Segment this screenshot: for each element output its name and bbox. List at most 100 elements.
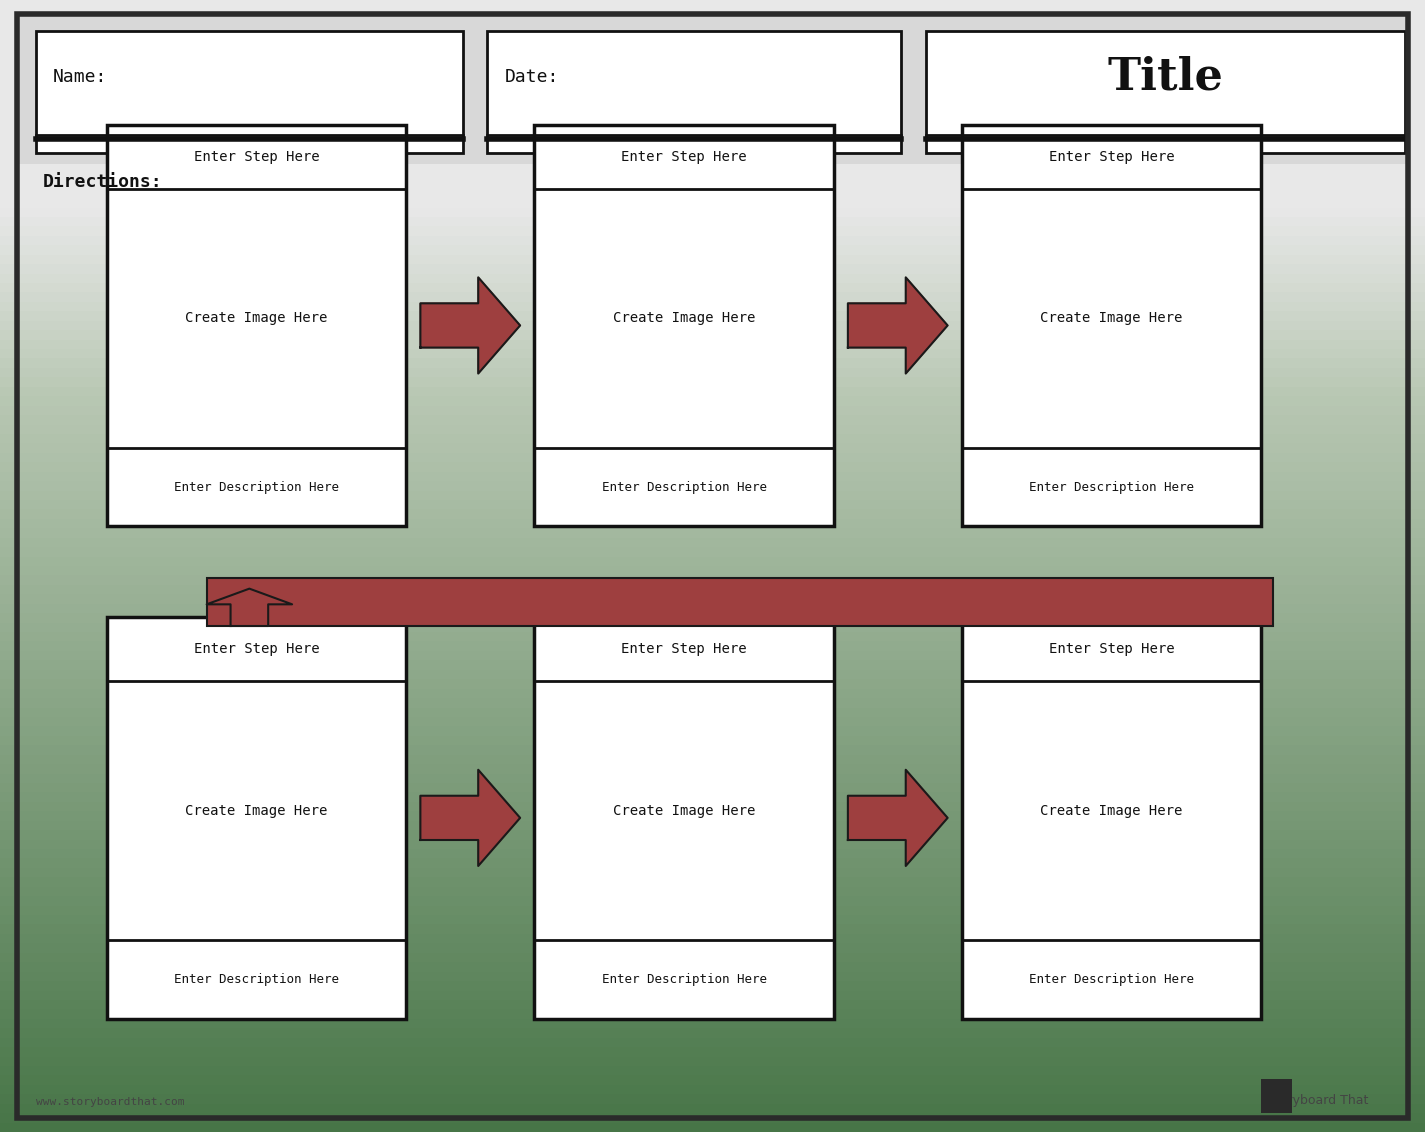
FancyBboxPatch shape: [0, 19, 1425, 28]
Text: Enter Description Here: Enter Description Here: [1029, 481, 1194, 494]
FancyBboxPatch shape: [0, 812, 1425, 821]
Text: Date:: Date:: [504, 68, 559, 86]
FancyBboxPatch shape: [0, 179, 1425, 189]
Text: Create Image Here: Create Image Here: [613, 311, 755, 325]
Text: Create Image Here: Create Image Here: [185, 804, 328, 817]
FancyBboxPatch shape: [0, 377, 1425, 387]
FancyBboxPatch shape: [36, 31, 463, 153]
FancyBboxPatch shape: [0, 906, 1425, 915]
FancyBboxPatch shape: [0, 897, 1425, 906]
Text: www.storyboardthat.com: www.storyboardthat.com: [36, 1097, 184, 1107]
FancyBboxPatch shape: [0, 283, 1425, 292]
FancyBboxPatch shape: [0, 255, 1425, 264]
FancyBboxPatch shape: [0, 877, 1425, 886]
FancyBboxPatch shape: [0, 943, 1425, 953]
FancyBboxPatch shape: [0, 57, 1425, 66]
Text: Create Image Here: Create Image Here: [1040, 804, 1183, 817]
FancyBboxPatch shape: [0, 331, 1425, 340]
FancyBboxPatch shape: [0, 85, 1425, 94]
FancyBboxPatch shape: [534, 125, 834, 526]
FancyBboxPatch shape: [0, 170, 1425, 179]
FancyBboxPatch shape: [0, 349, 1425, 359]
FancyBboxPatch shape: [0, 37, 1425, 48]
Text: Enter Step Here: Enter Step Here: [621, 642, 747, 657]
FancyBboxPatch shape: [0, 538, 1425, 547]
FancyBboxPatch shape: [0, 462, 1425, 472]
FancyBboxPatch shape: [0, 292, 1425, 302]
FancyBboxPatch shape: [0, 500, 1425, 509]
FancyBboxPatch shape: [0, 623, 1425, 632]
FancyBboxPatch shape: [0, 48, 1425, 57]
Text: Enter Description Here: Enter Description Here: [174, 974, 339, 986]
FancyBboxPatch shape: [0, 368, 1425, 377]
FancyBboxPatch shape: [0, 405, 1425, 415]
FancyBboxPatch shape: [17, 14, 1408, 164]
FancyBboxPatch shape: [0, 217, 1425, 226]
FancyBboxPatch shape: [0, 792, 1425, 801]
FancyBboxPatch shape: [0, 566, 1425, 575]
FancyBboxPatch shape: [0, 745, 1425, 755]
Text: Enter Description Here: Enter Description Here: [601, 974, 767, 986]
FancyBboxPatch shape: [0, 122, 1425, 132]
FancyBboxPatch shape: [0, 849, 1425, 858]
FancyBboxPatch shape: [0, 1066, 1425, 1075]
FancyBboxPatch shape: [0, 151, 1425, 161]
FancyBboxPatch shape: [0, 509, 1425, 518]
FancyBboxPatch shape: [0, 708, 1425, 717]
FancyBboxPatch shape: [0, 1075, 1425, 1084]
FancyBboxPatch shape: [0, 717, 1425, 727]
FancyBboxPatch shape: [0, 434, 1425, 444]
Text: Create Image Here: Create Image Here: [185, 311, 328, 325]
FancyBboxPatch shape: [0, 547, 1425, 557]
FancyBboxPatch shape: [207, 578, 1273, 626]
Text: Title: Title: [1107, 55, 1224, 98]
FancyBboxPatch shape: [0, 1113, 1425, 1123]
FancyBboxPatch shape: [0, 821, 1425, 830]
FancyBboxPatch shape: [0, 113, 1425, 122]
FancyBboxPatch shape: [962, 125, 1261, 526]
Polygon shape: [420, 770, 520, 866]
FancyBboxPatch shape: [0, 614, 1425, 623]
FancyBboxPatch shape: [0, 198, 1425, 207]
FancyBboxPatch shape: [0, 557, 1425, 566]
FancyBboxPatch shape: [0, 915, 1425, 925]
Polygon shape: [420, 277, 520, 374]
FancyBboxPatch shape: [0, 642, 1425, 651]
FancyBboxPatch shape: [0, 981, 1425, 990]
FancyBboxPatch shape: [0, 302, 1425, 311]
FancyBboxPatch shape: [0, 9, 1425, 19]
Text: Enter Step Here: Enter Step Here: [1049, 149, 1174, 164]
FancyBboxPatch shape: [0, 755, 1425, 764]
FancyBboxPatch shape: [0, 387, 1425, 396]
FancyBboxPatch shape: [0, 1047, 1425, 1056]
FancyBboxPatch shape: [0, 1028, 1425, 1038]
FancyBboxPatch shape: [0, 94, 1425, 104]
FancyBboxPatch shape: [0, 189, 1425, 198]
FancyBboxPatch shape: [0, 264, 1425, 274]
FancyBboxPatch shape: [0, 953, 1425, 962]
FancyBboxPatch shape: [0, 340, 1425, 349]
FancyBboxPatch shape: [0, 453, 1425, 462]
FancyBboxPatch shape: [107, 617, 406, 1019]
FancyBboxPatch shape: [0, 670, 1425, 679]
FancyBboxPatch shape: [0, 311, 1425, 320]
FancyBboxPatch shape: [0, 783, 1425, 792]
FancyBboxPatch shape: [0, 226, 1425, 235]
FancyBboxPatch shape: [1261, 1079, 1292, 1113]
FancyBboxPatch shape: [0, 207, 1425, 217]
FancyBboxPatch shape: [0, 142, 1425, 151]
Text: Enter Description Here: Enter Description Here: [1029, 974, 1194, 986]
Polygon shape: [848, 277, 948, 374]
FancyBboxPatch shape: [0, 1095, 1425, 1104]
FancyBboxPatch shape: [0, 603, 1425, 614]
FancyBboxPatch shape: [0, 990, 1425, 1000]
FancyBboxPatch shape: [0, 660, 1425, 670]
FancyBboxPatch shape: [0, 962, 1425, 971]
Text: Name:: Name:: [53, 68, 107, 86]
Text: Enter Step Here: Enter Step Here: [1049, 642, 1174, 657]
FancyBboxPatch shape: [0, 886, 1425, 897]
FancyBboxPatch shape: [0, 632, 1425, 642]
FancyBboxPatch shape: [0, 727, 1425, 736]
FancyBboxPatch shape: [0, 0, 1425, 9]
FancyBboxPatch shape: [487, 31, 901, 153]
